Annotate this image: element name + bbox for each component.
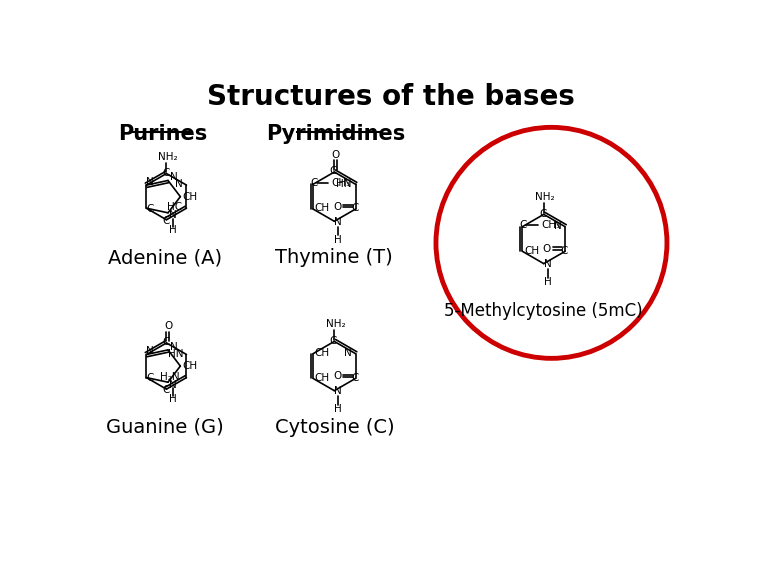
Text: CH: CH [182, 191, 197, 202]
Text: H: H [168, 394, 177, 404]
Text: CH₃: CH₃ [331, 178, 351, 188]
Text: N: N [169, 342, 178, 352]
Text: N: N [146, 177, 154, 187]
Text: Purines: Purines [118, 124, 207, 143]
Text: NH₂: NH₂ [158, 151, 178, 162]
Text: C: C [162, 337, 169, 347]
Text: O: O [333, 371, 341, 381]
Text: N: N [544, 259, 552, 269]
Text: N: N [169, 172, 178, 182]
Text: C: C [561, 245, 568, 256]
Text: C: C [162, 168, 169, 178]
Text: HN: HN [335, 179, 351, 188]
Text: Thymine (T): Thymine (T) [275, 248, 393, 267]
Text: C: C [351, 372, 359, 383]
Text: H: H [544, 277, 552, 287]
Text: Pyrimidines: Pyrimidines [266, 124, 405, 143]
Text: O: O [165, 321, 173, 331]
Text: CH: CH [315, 372, 330, 383]
Text: CH: CH [315, 348, 330, 358]
Text: C: C [539, 209, 546, 219]
Text: NH₂: NH₂ [536, 193, 555, 202]
Text: C: C [146, 204, 154, 214]
Text: O: O [543, 244, 551, 254]
Text: N: N [553, 221, 562, 231]
Text: CH: CH [182, 361, 197, 371]
Text: C: C [351, 203, 359, 213]
Text: N: N [168, 379, 177, 390]
Text: Adenine (A): Adenine (A) [108, 248, 222, 267]
Text: C: C [520, 220, 527, 230]
Text: N: N [344, 348, 352, 358]
Text: Guanine (G): Guanine (G) [106, 418, 224, 437]
Text: O: O [333, 202, 341, 212]
Text: CH: CH [524, 245, 539, 256]
Text: C: C [330, 166, 338, 176]
Text: C: C [330, 336, 338, 346]
Text: N: N [168, 210, 177, 220]
Text: N: N [335, 217, 342, 227]
Text: C: C [310, 178, 318, 188]
Text: CH₃: CH₃ [541, 220, 561, 230]
Text: Cytosine (C): Cytosine (C) [274, 418, 394, 437]
Text: H: H [335, 404, 342, 414]
Text: H: H [335, 235, 342, 245]
Text: C: C [162, 216, 169, 226]
Text: N: N [335, 386, 342, 397]
Text: O: O [331, 150, 340, 160]
Text: 5-Methylcytosine (5mC): 5-Methylcytosine (5mC) [444, 302, 643, 320]
Text: C: C [146, 374, 154, 383]
Text: N: N [146, 346, 154, 357]
Text: NH₂: NH₂ [326, 320, 346, 329]
Text: H: H [168, 225, 177, 235]
Text: HN: HN [168, 349, 184, 358]
Text: C: C [162, 385, 169, 395]
Text: Structures of the bases: Structures of the bases [207, 84, 575, 111]
Text: N: N [175, 179, 183, 189]
Text: CH: CH [315, 203, 330, 213]
Text: HC: HC [167, 202, 181, 212]
Text: H₂N: H₂N [161, 372, 180, 382]
